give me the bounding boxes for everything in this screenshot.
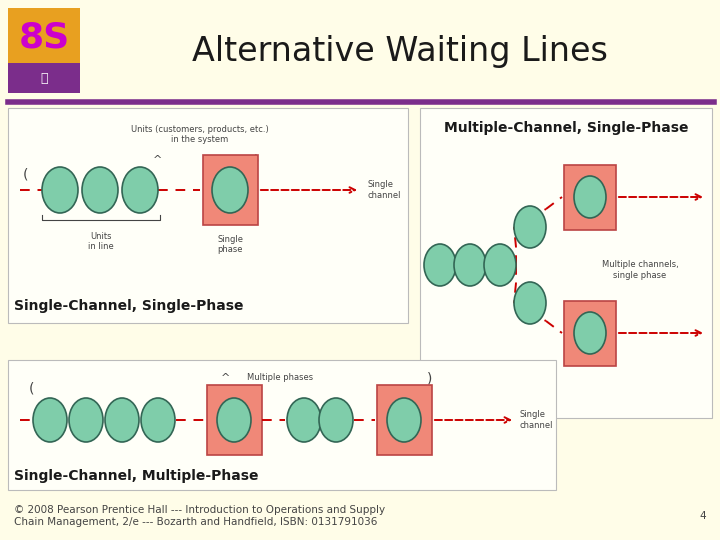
Ellipse shape — [424, 244, 456, 286]
Ellipse shape — [122, 167, 158, 213]
Text: 🦢: 🦢 — [40, 71, 48, 84]
Text: ^: ^ — [153, 155, 163, 165]
Ellipse shape — [454, 244, 486, 286]
Text: Single
channel: Single channel — [520, 410, 554, 430]
Bar — [420, 108, 712, 418]
Text: Chain Management, 2/e --- Bozarth and Handfield, ISBN: 0131791036: Chain Management, 2/e --- Bozarth and Ha… — [14, 517, 377, 527]
Ellipse shape — [387, 398, 421, 442]
Text: Multiple channels,
single phase: Multiple channels, single phase — [602, 260, 678, 280]
Text: Units
in line: Units in line — [88, 232, 114, 252]
Text: Single-Channel, Single-Phase: Single-Channel, Single-Phase — [14, 299, 243, 313]
Ellipse shape — [514, 282, 546, 324]
Ellipse shape — [514, 206, 546, 248]
Text: 4: 4 — [699, 511, 706, 521]
Ellipse shape — [33, 398, 67, 442]
Text: Single
phase: Single phase — [217, 235, 243, 254]
Ellipse shape — [287, 398, 321, 442]
Text: ): ) — [427, 371, 433, 385]
Ellipse shape — [319, 398, 353, 442]
Text: ^: ^ — [221, 373, 230, 383]
Bar — [8, 8, 80, 63]
Ellipse shape — [574, 176, 606, 218]
Text: Units (customers, products, etc.)
in the system: Units (customers, products, etc.) in the… — [131, 125, 269, 144]
Bar — [202, 155, 258, 225]
Text: Single
channel: Single channel — [368, 180, 402, 200]
Text: (: ( — [23, 168, 29, 182]
Ellipse shape — [105, 398, 139, 442]
Ellipse shape — [69, 398, 103, 442]
Bar — [207, 385, 261, 455]
Bar — [564, 165, 616, 230]
Ellipse shape — [212, 167, 248, 213]
Text: Alternative Waiting Lines: Alternative Waiting Lines — [192, 36, 608, 69]
Ellipse shape — [42, 167, 78, 213]
Ellipse shape — [82, 167, 118, 213]
Text: Multiple phases: Multiple phases — [247, 373, 313, 382]
Text: © 2008 Pearson Prentice Hall --- Introduction to Operations and Supply: © 2008 Pearson Prentice Hall --- Introdu… — [14, 505, 385, 515]
Bar — [8, 63, 80, 93]
Bar — [8, 360, 556, 490]
Ellipse shape — [574, 312, 606, 354]
Ellipse shape — [484, 244, 516, 286]
Ellipse shape — [141, 398, 175, 442]
Bar — [377, 385, 431, 455]
Text: (: ( — [30, 381, 35, 395]
Text: 8S: 8S — [19, 21, 70, 55]
Bar — [564, 300, 616, 366]
Text: ): ) — [254, 153, 260, 167]
Text: Single-Channel, Multiple-Phase: Single-Channel, Multiple-Phase — [14, 469, 258, 483]
Text: Multiple-Channel, Single-Phase: Multiple-Channel, Single-Phase — [444, 121, 688, 135]
Ellipse shape — [217, 398, 251, 442]
Bar — [8, 108, 408, 323]
